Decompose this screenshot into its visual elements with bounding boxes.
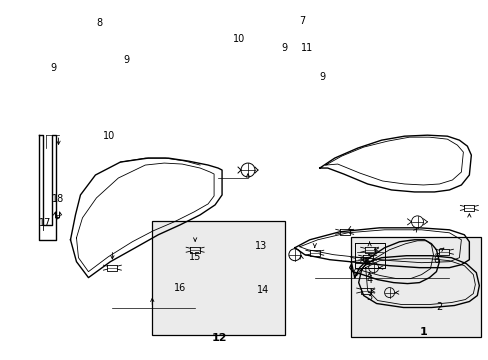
Text: 9: 9 (123, 55, 129, 65)
Text: 3: 3 (366, 292, 372, 302)
Text: 5: 5 (364, 257, 370, 267)
Bar (350, 237, 480, 337)
Text: 9: 9 (319, 72, 325, 82)
Text: 9: 9 (50, 63, 56, 73)
Text: 13: 13 (255, 241, 267, 251)
Text: 10: 10 (232, 35, 244, 44)
Text: 17: 17 (40, 218, 52, 228)
Text: 16: 16 (174, 283, 186, 293)
Text: 18: 18 (52, 194, 64, 204)
Text: 10: 10 (102, 131, 115, 141)
Text: 7: 7 (298, 17, 305, 27)
Text: 8: 8 (96, 18, 102, 28)
Text: 12: 12 (211, 333, 226, 343)
Text: 9: 9 (281, 43, 287, 53)
Text: 1: 1 (419, 327, 427, 337)
Text: 14: 14 (256, 285, 268, 296)
Text: 6: 6 (432, 255, 438, 265)
Text: 2: 2 (435, 302, 442, 312)
Text: 15: 15 (188, 252, 201, 262)
Text: 4: 4 (366, 275, 372, 285)
Text: 11: 11 (300, 43, 312, 53)
Bar (152, 221, 285, 335)
